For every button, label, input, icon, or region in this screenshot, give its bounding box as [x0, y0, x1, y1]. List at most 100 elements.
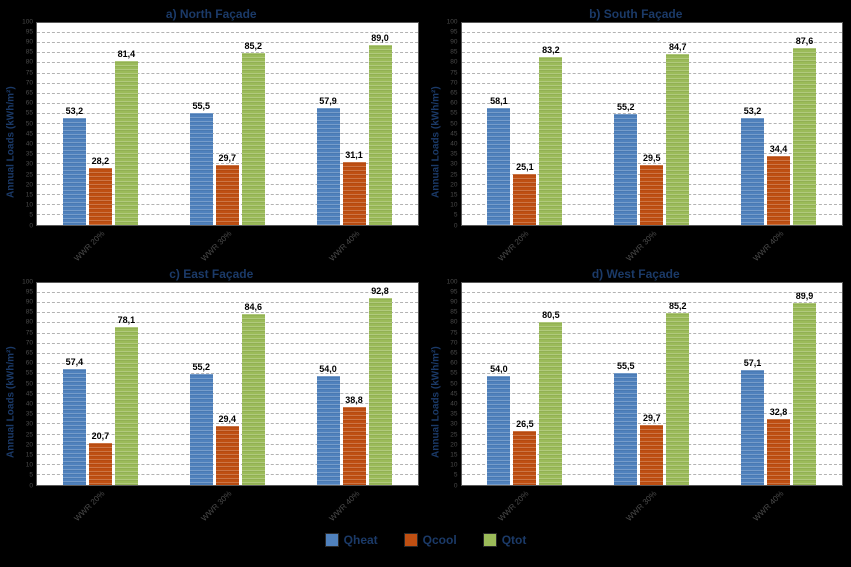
bar-column: 81,4: [114, 23, 138, 225]
gridline: [37, 82, 418, 84]
y-tick-label: 30: [450, 160, 458, 168]
gridline: [461, 112, 842, 114]
gridline: [37, 102, 418, 104]
gridline: [461, 123, 842, 124]
bar-group: 53,2 34,4 87,6: [715, 23, 842, 225]
bar-value-label: 38,8: [345, 394, 363, 405]
bar-column: 78,1: [114, 283, 138, 485]
gridline: [37, 123, 418, 124]
legend-label: Qcool: [422, 533, 457, 547]
bar-qheat: [189, 373, 213, 485]
bar-value-label: 58,1: [490, 95, 508, 106]
y-axis-ticks: 0 5 10 15 20 25 30 35 40 45 50 55 60 65 70 75 80 85 90 95 10…: [18, 278, 36, 488]
bar-qtot: [539, 322, 563, 485]
x-axis-labels: WWR 20% WWR 30% WWR 40%: [36, 226, 419, 264]
gridline: [461, 332, 842, 334]
bar-column: 84,6: [241, 283, 265, 485]
bar-value-label: 26,5: [516, 419, 534, 430]
bar-qheat: [614, 113, 638, 225]
bar-qcool: [215, 165, 239, 225]
bar-qheat: [316, 375, 340, 485]
y-tick-label: 30: [25, 160, 33, 168]
y-tick-label: 0: [453, 221, 458, 229]
y-tick-label: 50: [25, 119, 33, 127]
y-tick-label: 10: [25, 461, 33, 469]
bar-column: 54,0: [487, 283, 511, 485]
bar-column: 92,8: [368, 283, 392, 485]
gridline: [37, 393, 418, 395]
chart-title: a) North Façade: [165, 7, 257, 21]
bar-group: 57,1 32,8 89,9: [715, 283, 842, 485]
gridline: [461, 52, 842, 54]
gridline: [461, 362, 842, 364]
bar-column: 32,8: [767, 283, 791, 485]
bar-column: 57,9: [316, 23, 340, 225]
bar-value-label: 78,1: [117, 315, 136, 326]
y-tick-label: 25: [25, 430, 33, 438]
y-tick-label: 50: [25, 379, 33, 387]
bar-column: 89,9: [793, 283, 817, 485]
y-tick-label: 0: [29, 481, 33, 489]
y-axis-title: Annual Loads (kWh/m²): [5, 86, 17, 198]
charts-grid: a) North Façade Annual Loads (kWh/m²) 0 5…: [5, 6, 843, 524]
y-axis-title: Annual Loads (kWh/m²): [5, 346, 17, 458]
y-tick-label: 60: [25, 99, 33, 107]
chart-title: d) West Façade: [591, 267, 680, 281]
bar-column: 29,7: [640, 283, 664, 485]
y-tick-label: 95: [25, 27, 33, 35]
gridline: [461, 292, 842, 294]
plot-area: 58,1 25,1 83,2 55,2 29,5 84,7 53,2 34,4 87,6: [460, 22, 843, 226]
bar-column: 55,5: [614, 283, 638, 485]
bar-value-label: 29,7: [218, 153, 236, 164]
bar-qtot: [539, 56, 563, 225]
bar-column: 89,0: [368, 23, 392, 225]
y-tick-label: 15: [450, 191, 458, 199]
y-axis-ticks: 0 5 10 15 20 25 30 35 40 45 50 55 60 65 70 75 80 85 90 95 10…: [443, 278, 461, 488]
y-tick-label: 15: [25, 451, 33, 459]
y-tick-label: 100: [22, 17, 33, 25]
bar-column: 55,5: [189, 23, 213, 225]
y-tick-label: 70: [25, 338, 33, 346]
gridline: [461, 403, 842, 405]
gridline: [461, 72, 842, 74]
gridline: [37, 62, 418, 64]
y-tick-label: 40: [25, 140, 33, 148]
y-tick-label: 85: [450, 308, 458, 316]
y-tick-label: 60: [450, 99, 458, 107]
gridline: [461, 423, 842, 425]
bar-qheat: [189, 112, 213, 225]
bar-group: 54,0 26,5 80,5: [462, 283, 589, 485]
gridline: [37, 32, 418, 34]
bar-value-label: 57,1: [743, 357, 762, 368]
x-tick-label: WWR 40%: [327, 229, 362, 264]
bar-value-label: 55,2: [616, 101, 635, 112]
bar-group: 55,2 29,5 84,7: [588, 23, 715, 225]
gridline: [461, 302, 842, 304]
x-tick-label: WWR 30%: [624, 489, 659, 524]
x-tick-label: WWR 30%: [199, 489, 234, 524]
legend-swatch-icon: [482, 533, 497, 547]
y-tick-label: 80: [450, 318, 458, 326]
y-tick-label: 50: [450, 379, 458, 387]
bar-qtot: [368, 45, 392, 225]
legend-label: Qtot: [501, 533, 527, 547]
y-tick-label: 35: [450, 410, 458, 418]
gridline: [461, 372, 842, 374]
gridline: [37, 352, 418, 354]
bar-column: 25,1: [513, 23, 537, 225]
x-tick-label: WWR 20%: [72, 489, 107, 524]
y-tick-label: 40: [25, 400, 33, 408]
y-tick-label: 15: [25, 191, 33, 199]
gridline: [37, 372, 418, 374]
y-tick-label: 65: [450, 349, 458, 357]
bar-column: 20,7: [88, 283, 112, 485]
gridline: [37, 163, 418, 165]
y-tick-label: 5: [453, 211, 458, 219]
y-tick-label: 20: [450, 180, 458, 188]
y-tick-label: 20: [450, 440, 458, 448]
bar-qheat: [62, 117, 86, 225]
y-tick-label: 45: [25, 129, 33, 137]
bar-value-label: 85,2: [668, 300, 687, 311]
gridline: [37, 423, 418, 425]
